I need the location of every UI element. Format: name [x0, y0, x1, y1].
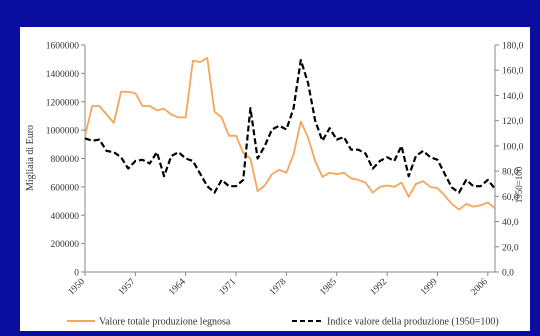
- y-right-tick-label: 100,0: [502, 142, 524, 152]
- chart-panel: 0 200000 400000 600000 800000 1000000 1200000 1…: [20, 27, 530, 331]
- x-tick-label: 1971: [218, 277, 239, 298]
- legend-label-legnosa: Valore totale produzione legnosa: [99, 317, 231, 328]
- x-tick-label: 1964: [167, 277, 188, 298]
- line-chart: 0 200000 400000 600000 800000 1000000 1200000 1…: [25, 42, 524, 328]
- y-left-tick-label: 0: [74, 269, 79, 279]
- y-right-tick-label: 180,0: [502, 42, 524, 52]
- y-left-tick-label: 1200000: [46, 98, 80, 108]
- series-line-indice: [84, 58, 496, 194]
- y-left-tick-label: 200000: [51, 240, 80, 250]
- y-left-tick-label: 1600000: [46, 42, 80, 52]
- y-left-tick-label: 600000: [51, 183, 80, 193]
- y-right-tick-label: 0,0: [502, 269, 514, 279]
- x-tick-label: 1992: [369, 277, 390, 298]
- y-right-tick-label: 80,0: [502, 168, 519, 178]
- y-axis-label-left: Migliaia di Euro: [25, 125, 36, 191]
- series-line-legnosa: [84, 56, 496, 211]
- x-tick-label: 1978: [268, 277, 289, 298]
- axes: 0 200000 400000 600000 800000 1000000 1200000 1…: [46, 42, 524, 298]
- x-tick-label: 1957: [117, 277, 138, 298]
- y-right-tick-label: 60,0: [502, 193, 519, 203]
- y-right-tick-label: 120,0: [502, 117, 524, 127]
- legend: Valore totale produzione legnosa Indice …: [67, 317, 499, 328]
- x-tick-label: 2006: [469, 277, 490, 298]
- y-axis-label-right: 1950=100: [514, 166, 524, 203]
- y-right-tick-label: 40,0: [502, 218, 519, 228]
- y-left-tick-label: 800000: [51, 155, 80, 165]
- y-right-tick-label: 140,0: [502, 92, 524, 102]
- y-left-tick-label: 1000000: [46, 127, 80, 137]
- x-tick-label: 1950: [67, 277, 88, 298]
- series-layer: [84, 56, 496, 211]
- x-tick-label: 1985: [318, 277, 339, 298]
- y-right-tick-label: 160,0: [502, 67, 524, 77]
- x-tick-label: 1999: [419, 277, 440, 298]
- legend-label-indice: Indice valore della produzione (1950=100…: [327, 317, 499, 328]
- y-left-tick-label: 1400000: [46, 70, 80, 80]
- y-right-tick-label: 20,0: [502, 243, 519, 253]
- y-left-tick-label: 400000: [51, 212, 80, 222]
